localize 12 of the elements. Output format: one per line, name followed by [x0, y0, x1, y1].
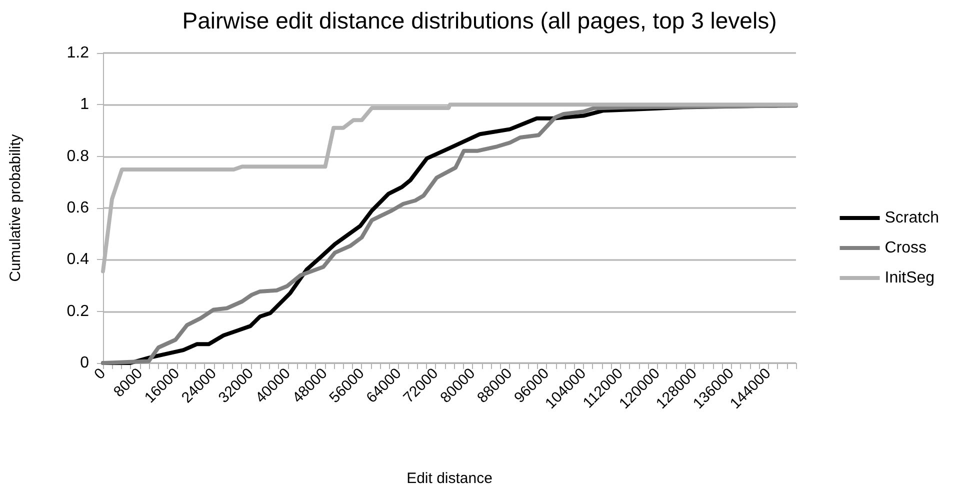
legend-label: InitSeg [884, 270, 935, 286]
legend-label: Scratch [884, 210, 940, 226]
legend-label: Cross [884, 240, 927, 256]
y-tick-label: 0.6 [66, 200, 90, 216]
y-tick-label: 1.2 [66, 44, 90, 62]
y-axis-title: Cumulative probability [7, 134, 24, 282]
x-axis-title: Edit distance [406, 470, 492, 487]
y-tick-label: 0.2 [66, 302, 90, 320]
y-tick-label: 0.4 [66, 251, 90, 268]
y-tick-label: 1 [80, 96, 90, 114]
chart-title: Pairwise edit distance distributions (all pages, top 3 levels) [182, 8, 777, 34]
y-tick-label: 0.8 [66, 148, 90, 165]
